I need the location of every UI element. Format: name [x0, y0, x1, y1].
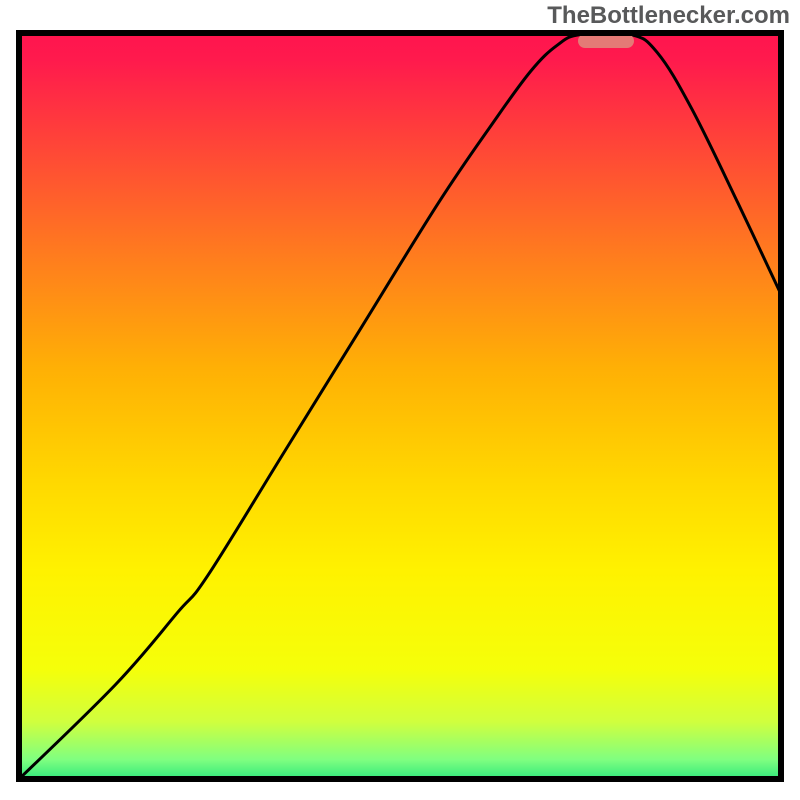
bottleneck-curve — [16, 30, 784, 782]
frame-left — [16, 30, 22, 782]
chart-container: TheBottlenecker.com — [0, 0, 800, 800]
frame-top — [16, 30, 784, 36]
plot-area — [16, 30, 784, 782]
frame-right — [778, 30, 784, 782]
optimal-marker — [578, 34, 634, 48]
watermark-text: TheBottlenecker.com — [547, 2, 790, 30]
frame-bottom — [16, 776, 784, 782]
